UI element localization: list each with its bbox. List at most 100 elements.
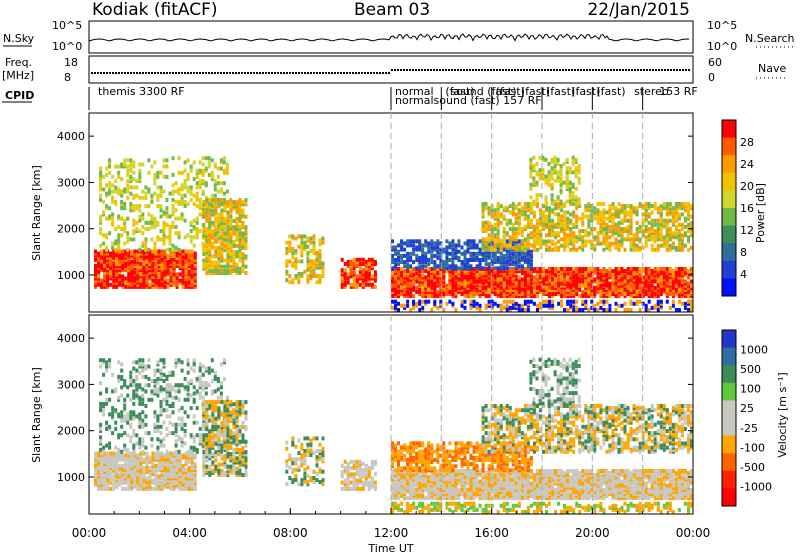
heatmap-cell bbox=[539, 231, 542, 236]
heatmap-cell bbox=[608, 294, 612, 299]
heatmap-cell bbox=[629, 269, 633, 274]
heatmap-cell bbox=[177, 191, 181, 196]
heatmap-cell bbox=[238, 266, 242, 271]
heatmap-cell bbox=[539, 275, 542, 280]
heatmap-cell bbox=[526, 204, 530, 209]
heatmap-cell bbox=[683, 271, 687, 276]
heatmap-cell bbox=[596, 235, 600, 240]
heatmap-cell bbox=[653, 231, 657, 236]
heatmap-cell bbox=[424, 285, 428, 290]
heatmap-cell bbox=[190, 468, 194, 473]
heatmap-cell bbox=[120, 204, 124, 209]
heatmap-cell bbox=[373, 278, 377, 283]
heatmap-cell bbox=[232, 239, 236, 244]
heatmap-cell bbox=[309, 276, 313, 281]
heatmap-cell bbox=[235, 229, 239, 234]
heatmap-cell bbox=[593, 216, 597, 221]
heatmap-cell bbox=[373, 272, 377, 277]
heatmap-cell bbox=[169, 461, 173, 466]
heatmap-cell bbox=[502, 262, 506, 267]
heatmap-cell bbox=[303, 240, 307, 245]
heatmap-cell bbox=[208, 241, 212, 246]
heatmap-cell bbox=[141, 243, 145, 248]
heatmap-cell bbox=[126, 164, 130, 169]
heatmap-cell bbox=[400, 303, 404, 308]
heatmap-cell bbox=[542, 303, 545, 308]
heatmap-cell bbox=[557, 267, 561, 271]
heatmap-cell bbox=[690, 269, 693, 274]
heatmap-cell bbox=[499, 290, 503, 294]
heatmap-cell bbox=[132, 204, 136, 209]
heatmap-cell bbox=[493, 222, 497, 227]
heatmap-cell bbox=[225, 170, 229, 175]
heatmap-cell bbox=[418, 245, 422, 250]
heatmap-cell bbox=[309, 261, 313, 266]
heatmap-cell bbox=[593, 277, 597, 282]
heatmap-cell bbox=[548, 271, 551, 276]
heatmap-cell bbox=[454, 247, 458, 252]
heatmap-cell bbox=[436, 264, 440, 269]
heatmap-cell bbox=[511, 253, 515, 258]
heatmap-cell bbox=[677, 214, 681, 219]
heatmap-cell bbox=[166, 284, 170, 289]
heatmap-cell bbox=[109, 257, 113, 262]
heatmap-cell bbox=[448, 299, 452, 304]
heatmap-cell bbox=[638, 269, 642, 274]
heatmap-cell bbox=[238, 250, 242, 255]
heatmap-cell bbox=[565, 172, 569, 177]
heatmap-cell bbox=[352, 270, 356, 275]
heatmap-cell bbox=[511, 287, 515, 292]
heatmap-cell bbox=[548, 224, 551, 229]
heatmap-cell bbox=[427, 245, 431, 250]
heatmap-cell bbox=[181, 274, 185, 279]
heatmap-cell bbox=[499, 287, 503, 292]
heatmap-cell bbox=[584, 285, 588, 290]
heatmap-cell bbox=[551, 294, 555, 299]
heatmap-cell bbox=[526, 258, 530, 262]
heatmap-cell bbox=[121, 468, 125, 473]
heatmap-cell bbox=[99, 381, 103, 386]
heatmap-cell bbox=[566, 290, 570, 294]
heatmap-cell bbox=[321, 263, 325, 268]
heatmap-cell bbox=[201, 181, 205, 186]
heatmap-cell bbox=[133, 266, 137, 271]
heatmap-cell bbox=[214, 246, 218, 250]
heatmap-cell bbox=[100, 486, 104, 491]
heatmap-cell bbox=[596, 267, 600, 271]
heatmap-cell bbox=[659, 269, 663, 274]
heatmap-cell bbox=[114, 410, 118, 415]
heatmap-cell bbox=[109, 262, 113, 266]
heatmap-cell bbox=[587, 214, 591, 219]
heatmap-cell bbox=[154, 266, 158, 271]
heatmap-cell bbox=[288, 240, 292, 245]
heatmap-cell bbox=[451, 264, 455, 269]
heatmap-cell bbox=[129, 191, 133, 196]
heatmap-cell bbox=[154, 470, 158, 475]
heatmap-cell bbox=[641, 275, 645, 280]
heatmap-cell bbox=[403, 273, 407, 278]
heatmap-cell bbox=[560, 303, 564, 308]
heatmap-cell bbox=[514, 235, 518, 240]
heatmap-cell bbox=[650, 287, 654, 292]
heatmap-cell bbox=[106, 268, 110, 273]
heatmap-cell bbox=[201, 241, 205, 246]
heatmap-cell bbox=[118, 272, 122, 277]
heatmap-cell bbox=[169, 270, 173, 275]
heatmap-cell bbox=[117, 216, 121, 221]
heatmap-cell bbox=[103, 282, 107, 287]
heatmap-cell bbox=[665, 239, 669, 244]
heatmap-cell bbox=[223, 206, 227, 211]
heatmap-cell bbox=[187, 455, 191, 460]
heatmap-cell bbox=[653, 290, 657, 294]
heatmap-cell bbox=[406, 262, 410, 267]
heatmap-cell bbox=[294, 274, 298, 278]
heatmap-cell bbox=[656, 218, 660, 223]
heatmap-cell bbox=[190, 266, 194, 271]
heatmap-cell bbox=[529, 157, 533, 162]
heatmap-cell bbox=[626, 287, 630, 292]
heatmap-cell bbox=[153, 220, 157, 225]
heatmap-cell bbox=[569, 220, 573, 225]
heatmap-cell bbox=[496, 249, 500, 254]
heatmap-cell bbox=[575, 239, 579, 244]
heatmap-cell bbox=[288, 259, 292, 264]
